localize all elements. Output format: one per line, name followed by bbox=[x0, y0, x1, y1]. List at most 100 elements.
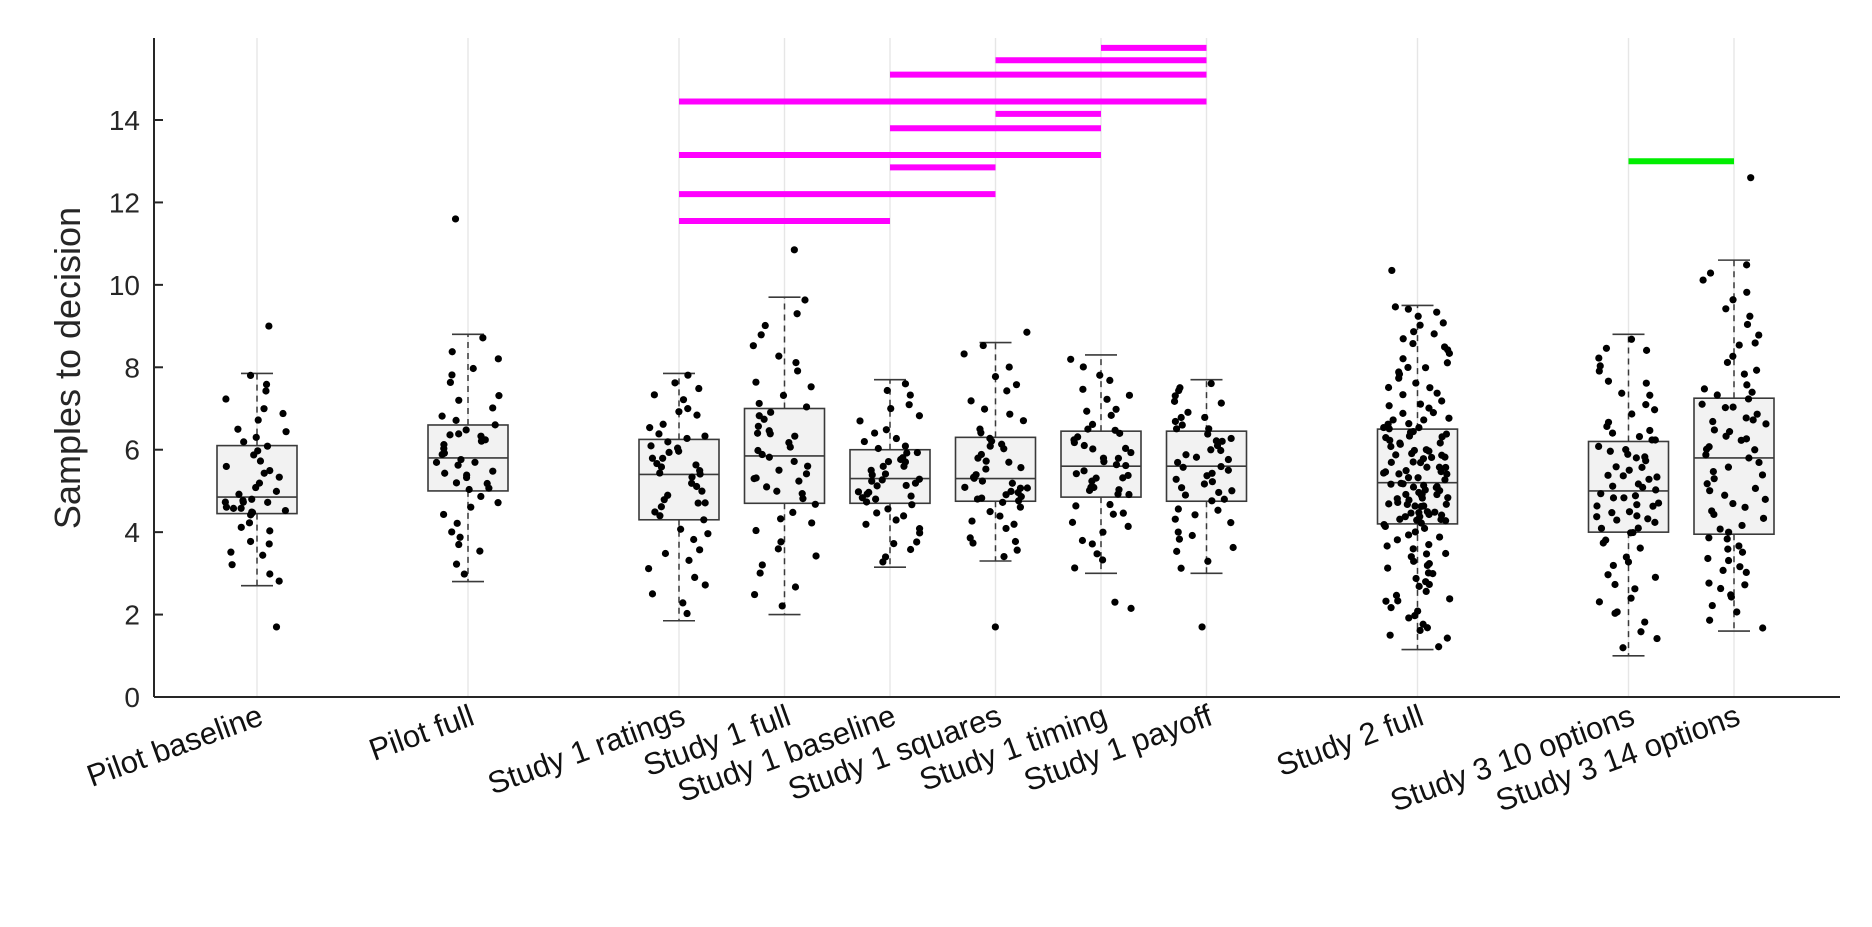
data-point bbox=[648, 454, 657, 462]
significance-bars bbox=[679, 44, 1734, 224]
data-point bbox=[1602, 536, 1610, 544]
data-point bbox=[991, 372, 1000, 381]
data-point bbox=[700, 516, 708, 524]
data-point bbox=[1388, 266, 1396, 275]
data-point bbox=[756, 569, 764, 577]
y-tick-label: 0 bbox=[124, 682, 140, 713]
data-point bbox=[1399, 480, 1407, 488]
data-point bbox=[976, 425, 984, 433]
data-point bbox=[802, 470, 811, 478]
data-point bbox=[1641, 618, 1649, 626]
data-point bbox=[1124, 522, 1132, 531]
data-point bbox=[1710, 426, 1718, 434]
data-point bbox=[698, 487, 706, 495]
data-point bbox=[1638, 463, 1646, 471]
data-point bbox=[651, 508, 659, 516]
data-point bbox=[1410, 328, 1418, 336]
data-point bbox=[1174, 458, 1182, 467]
data-point bbox=[432, 458, 441, 466]
box-iqr bbox=[1693, 397, 1775, 536]
data-point bbox=[1017, 464, 1025, 472]
data-point bbox=[1407, 509, 1415, 517]
data-point bbox=[1178, 421, 1186, 429]
data-point bbox=[1205, 425, 1213, 433]
data-point bbox=[1217, 399, 1225, 407]
data-point bbox=[246, 537, 255, 546]
data-point bbox=[1016, 484, 1025, 492]
data-point bbox=[1016, 503, 1024, 511]
data-point bbox=[1174, 528, 1182, 536]
data-point bbox=[1192, 453, 1201, 461]
y-tick-label: 2 bbox=[124, 600, 140, 631]
data-point bbox=[463, 471, 471, 479]
data-point bbox=[1229, 543, 1237, 552]
data-point bbox=[881, 553, 890, 561]
data-point bbox=[665, 448, 673, 456]
data-point bbox=[1012, 381, 1021, 389]
data-point bbox=[279, 409, 287, 418]
data-point bbox=[1109, 510, 1117, 518]
data-point bbox=[1721, 491, 1729, 499]
data-point bbox=[1654, 499, 1663, 507]
data-point bbox=[1755, 331, 1763, 339]
data-point bbox=[996, 512, 1004, 520]
x-tick-label: Study 2 full bbox=[1272, 698, 1428, 783]
data-point bbox=[777, 538, 785, 546]
data-point bbox=[1426, 384, 1434, 392]
data-point bbox=[1441, 476, 1449, 484]
data-point bbox=[1604, 418, 1613, 426]
data-point bbox=[1435, 533, 1444, 541]
data-point bbox=[1106, 500, 1114, 509]
data-point bbox=[1419, 455, 1428, 463]
data-point bbox=[448, 528, 456, 536]
data-point bbox=[1716, 525, 1724, 533]
data-point bbox=[1762, 420, 1770, 428]
data-point bbox=[1723, 358, 1732, 367]
data-point bbox=[899, 454, 907, 462]
data-point bbox=[234, 425, 242, 433]
data-point bbox=[892, 516, 900, 524]
data-point bbox=[1651, 436, 1659, 444]
data-point bbox=[913, 538, 921, 546]
data-point bbox=[1625, 466, 1633, 474]
data-point bbox=[655, 430, 663, 438]
data-point bbox=[1171, 392, 1179, 400]
data-point bbox=[483, 479, 491, 488]
data-point bbox=[1074, 433, 1082, 441]
data-point bbox=[1738, 548, 1747, 556]
data-point bbox=[452, 416, 460, 424]
data-point bbox=[1177, 484, 1186, 492]
data-point bbox=[1743, 320, 1752, 329]
data-point bbox=[1415, 488, 1423, 497]
data-point bbox=[455, 540, 463, 549]
data-point bbox=[750, 475, 758, 483]
data-point bbox=[1208, 478, 1216, 486]
data-point bbox=[648, 590, 657, 598]
data-point bbox=[793, 367, 802, 375]
data-point bbox=[878, 476, 886, 484]
data-point bbox=[792, 359, 800, 367]
data-point bbox=[1646, 391, 1654, 399]
data-point bbox=[1733, 608, 1741, 616]
data-point bbox=[884, 505, 892, 513]
data-point bbox=[448, 348, 456, 356]
data-point bbox=[1079, 385, 1087, 393]
data-point bbox=[446, 431, 454, 439]
data-point bbox=[868, 477, 876, 485]
data-point bbox=[1411, 528, 1419, 536]
data-point bbox=[1071, 564, 1079, 572]
data-point bbox=[1127, 604, 1135, 612]
data-point bbox=[657, 503, 665, 511]
data-point bbox=[282, 428, 290, 436]
data-point bbox=[967, 397, 975, 405]
data-point bbox=[1385, 500, 1393, 508]
data-point bbox=[789, 508, 797, 517]
data-point bbox=[1380, 520, 1388, 529]
data-point bbox=[913, 448, 921, 457]
data-point bbox=[1005, 363, 1013, 371]
data-point bbox=[455, 430, 463, 438]
data-point bbox=[1010, 520, 1018, 528]
data-point bbox=[1405, 420, 1413, 428]
data-point bbox=[1417, 502, 1425, 511]
data-point bbox=[775, 466, 783, 474]
